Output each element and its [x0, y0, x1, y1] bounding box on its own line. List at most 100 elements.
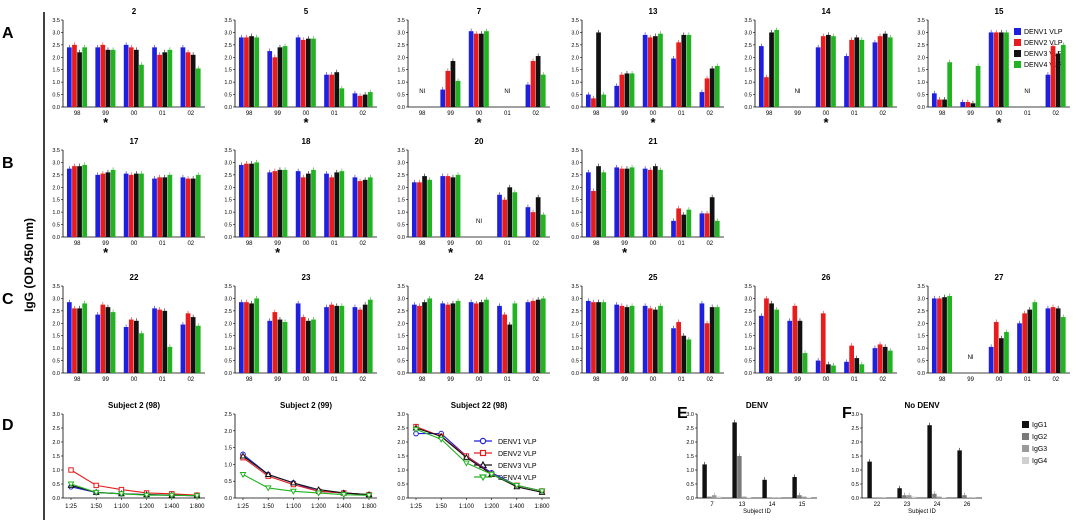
bar: [647, 169, 653, 237]
panel-label-f: F: [842, 405, 852, 422]
y-tick-label: 3.0: [571, 30, 579, 36]
bar: [277, 319, 283, 373]
bar: [152, 47, 157, 107]
bar: [300, 39, 306, 108]
y-tick-label: 0.5: [397, 93, 405, 99]
x-tick-label: 98: [766, 111, 773, 117]
bar: [540, 298, 546, 373]
y-tick-label: 2.0: [52, 321, 60, 327]
bar: [525, 84, 531, 107]
bar: [411, 304, 417, 373]
x-tick-label: 00: [476, 377, 483, 383]
y-tick-label: 2.0: [397, 55, 405, 61]
bar-chart-20: 0.0 0.5 1.0 1.5 2.0 2.5 3.0 3.5 20 98 99 00 NI 01 02 *: [397, 137, 550, 260]
bar: [737, 456, 742, 498]
x-tick-label: 01: [331, 241, 338, 247]
chart-title-20: No DENV: [904, 401, 940, 410]
x-tick-label: 02: [1052, 377, 1059, 383]
y-tick-label: 0.0: [52, 105, 60, 111]
bar: [642, 34, 648, 107]
y-tick-label: 1.5: [917, 68, 925, 74]
x-tick-label: 00: [650, 377, 657, 383]
bar: [422, 176, 427, 237]
x-tick-label: 01: [504, 377, 511, 383]
y-tick-label: 1.5: [397, 198, 405, 204]
ni-label: NI: [476, 219, 482, 225]
bar: [100, 173, 106, 237]
y-tick-label: 2.5: [851, 426, 859, 432]
bar: [859, 364, 865, 373]
bar: [642, 168, 648, 237]
y-tick-label: 2.0: [224, 185, 232, 191]
x-tick-label: 98: [74, 377, 81, 383]
y-tick-label: 3.5: [917, 18, 925, 24]
y-tick-label: 2.0: [224, 55, 232, 61]
bar: [653, 309, 658, 373]
bar: [334, 172, 340, 237]
bar: [942, 99, 947, 107]
bar: [967, 497, 972, 498]
bar: [72, 166, 77, 237]
series-line: [70, 469, 198, 496]
x-tick-label: 1:200: [484, 504, 500, 510]
y-tick-label: 1.5: [52, 68, 60, 74]
y-tick-label: 3.5: [571, 148, 579, 154]
bar: [872, 42, 878, 107]
bar: [960, 102, 966, 107]
bar: [732, 422, 737, 498]
bar: [367, 92, 373, 107]
y-tick-label: 2.5: [52, 43, 60, 49]
bar: [844, 361, 849, 373]
y-tick-label: 0.0: [917, 105, 925, 111]
y-tick-label: 1.0: [851, 468, 859, 474]
bar: [479, 302, 484, 373]
bar: [1055, 53, 1061, 107]
chart-title-0: 2: [132, 7, 137, 16]
bar: [238, 302, 244, 373]
bar: [66, 168, 72, 237]
x-tick-label: 01: [504, 111, 511, 117]
bar: [957, 450, 962, 498]
legend-swatch-igg4: [1022, 457, 1029, 464]
x-tick-label: 00: [131, 377, 138, 383]
x-tick-label: 99: [621, 241, 628, 247]
bar: [244, 37, 249, 107]
bar: [764, 77, 769, 107]
x-tick-label: 7: [710, 502, 714, 508]
bar: [1060, 44, 1066, 107]
series-line: [242, 453, 370, 496]
x-tick-label: 00: [823, 111, 830, 117]
bar: [624, 168, 630, 237]
bar: [455, 80, 461, 107]
x-tick-label: 01: [159, 377, 166, 383]
ni-label: NI: [504, 89, 510, 95]
bar: [502, 314, 507, 373]
data-point: [117, 491, 125, 498]
y-tick-label: 3.5: [917, 284, 925, 290]
y-tick-label: 3.0: [397, 30, 405, 36]
chart-title-7: 18: [302, 137, 311, 146]
bar: [82, 303, 88, 373]
x-tick-label: 1:50: [435, 504, 447, 510]
x-tick-label: 02: [706, 111, 713, 117]
bar: [77, 308, 82, 373]
bar: [932, 493, 937, 498]
bar: [686, 34, 692, 107]
bar: [123, 327, 129, 373]
bar: [180, 177, 186, 237]
bar: [195, 174, 201, 237]
bar: [1022, 313, 1027, 373]
bar: [123, 173, 129, 237]
bar: [267, 172, 273, 237]
series-line: [242, 473, 370, 496]
bar: [157, 309, 162, 373]
bar: [872, 497, 877, 498]
data-point: [92, 489, 100, 497]
x-tick-label: 98: [246, 241, 253, 247]
bar: [473, 33, 479, 107]
chart-title-1: 5: [304, 7, 309, 16]
bar: [642, 305, 648, 373]
bar: [942, 297, 947, 373]
y-tick-label: 2.0: [571, 185, 579, 191]
chart-title-16: Subject 2 (98): [108, 401, 160, 410]
